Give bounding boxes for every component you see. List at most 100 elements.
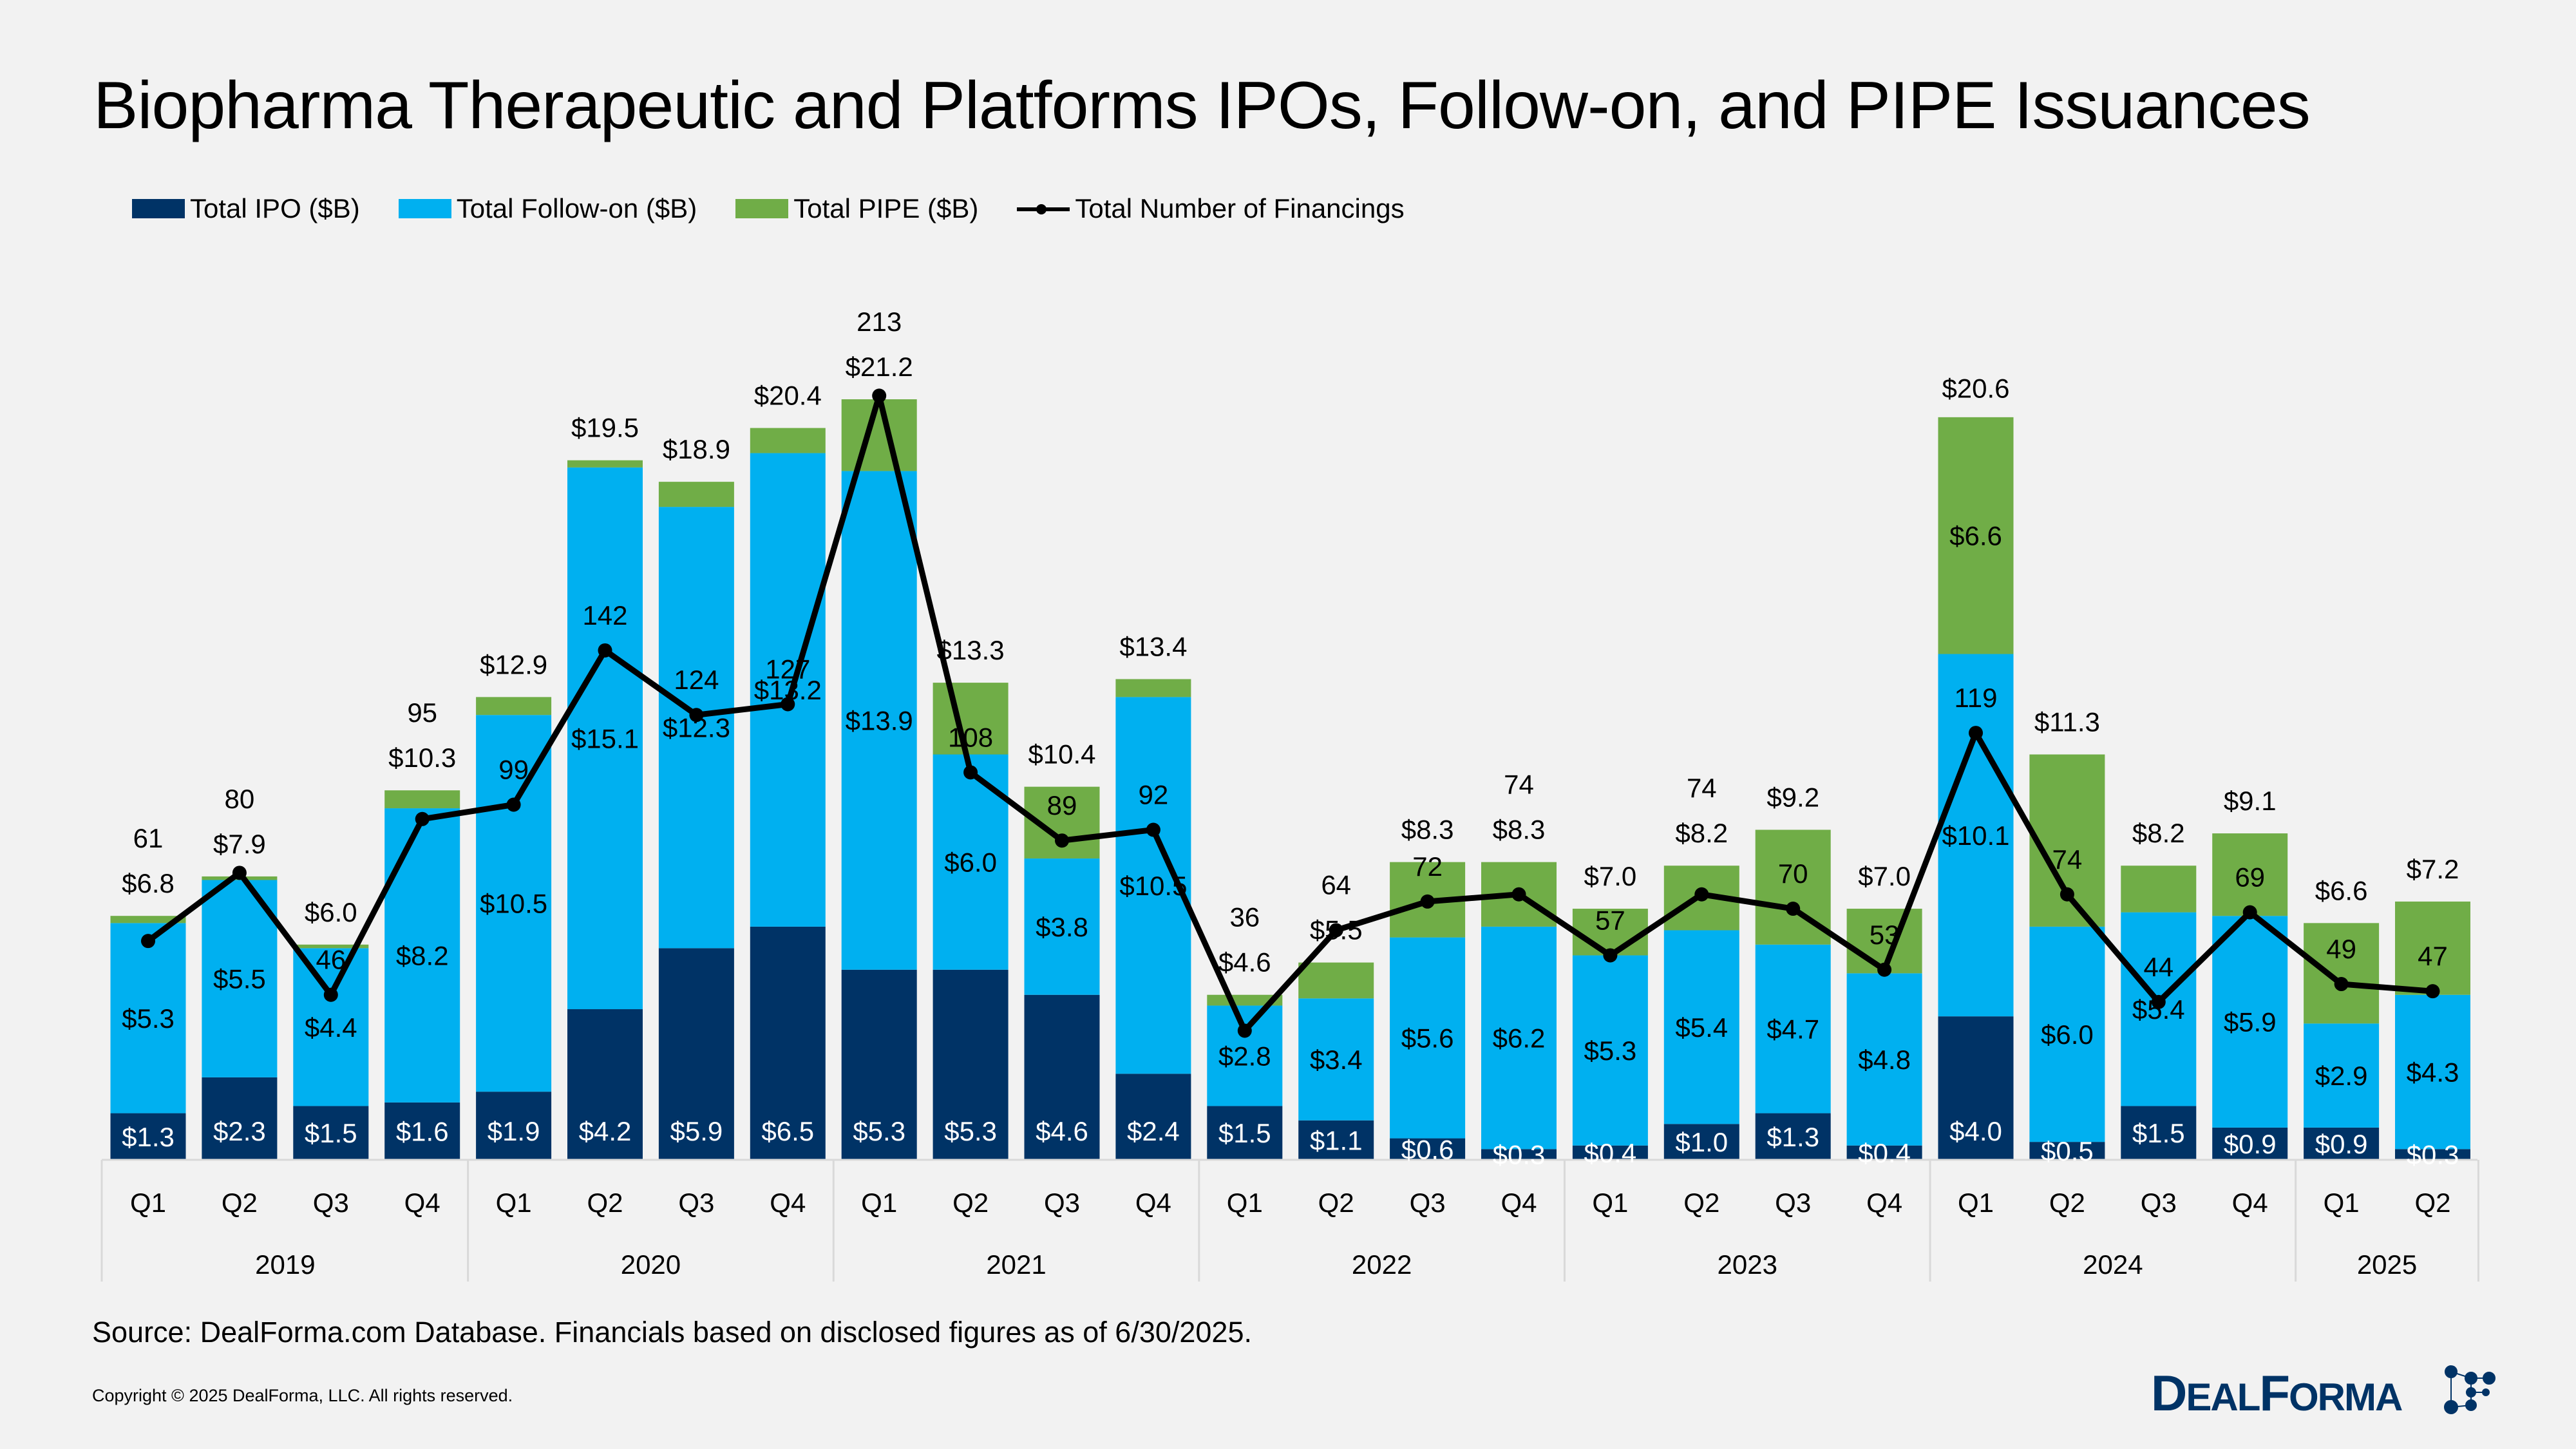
bar-ipo (1572, 1145, 1648, 1160)
financings-point (2334, 977, 2349, 992)
bar-ipo (2029, 1142, 2105, 1160)
follow-on-data-label: $5.5 (213, 964, 266, 994)
ipo-data-label: $1.6 (396, 1116, 449, 1146)
financings-point (506, 797, 521, 812)
legend-swatch-ipo (132, 199, 185, 218)
quarter-tick-label: Q2 (222, 1188, 258, 1218)
financings-data-label: 119 (1955, 683, 1998, 713)
ipo-data-label: $1.1 (1310, 1125, 1363, 1155)
year-label: 2019 (255, 1249, 315, 1280)
bar-ipo (2212, 1127, 2288, 1160)
bar-follow-on (1481, 926, 1557, 1150)
financings-point (1694, 887, 1709, 902)
bar-follow-on (2395, 994, 2470, 1150)
total-data-label: $9.1 (2224, 786, 2277, 816)
year-label: 2021 (986, 1249, 1046, 1280)
financings-point (232, 866, 247, 880)
follow-on-data-label: $6.0 (2041, 1019, 2094, 1050)
total-data-label: $13.4 (1119, 632, 1187, 662)
quarter-tick-label: Q4 (1135, 1188, 1171, 1218)
year-label: 2025 (2357, 1249, 2417, 1280)
bar-pipe (384, 790, 460, 809)
ipo-data-label: $0.3 (2407, 1140, 2459, 1170)
dealforma-logo: DEALFORMA (2151, 1365, 2496, 1417)
financings-data-label: 57 (1595, 905, 1625, 935)
follow-on-data-label: $4.8 (1858, 1045, 1911, 1075)
bar-ipo (1755, 1113, 1831, 1160)
ipo-data-label: $4.0 (1949, 1116, 2002, 1146)
year-label: 2022 (1352, 1249, 1412, 1280)
bar-pipe (2395, 901, 2470, 995)
bar-ipo (750, 926, 826, 1160)
bar-ipo (110, 1113, 186, 1160)
financings-data-label: 124 (674, 665, 719, 695)
source-note: Source: DealForma.com Database. Financia… (92, 1316, 1252, 1349)
bar-ipo (658, 948, 734, 1160)
bar-pipe (2304, 923, 2380, 1024)
financings-data-label: 36 (1229, 902, 1260, 933)
quarter-tick-label: Q2 (2414, 1188, 2450, 1218)
quarter-tick-label: Q3 (2141, 1188, 2177, 1218)
financings-data-label: 99 (498, 754, 529, 784)
financings-point (598, 643, 612, 658)
financings-data-label: 142 (582, 600, 627, 630)
follow-on-data-label: $6.0 (944, 848, 997, 878)
ipo-data-label: $1.5 (2132, 1118, 2185, 1148)
legend: Total IPO ($B) Total Follow-on ($B) Tota… (132, 193, 1405, 224)
ipo-data-label: $4.6 (1036, 1116, 1088, 1146)
total-data-label: $11.3 (2034, 707, 2100, 737)
bar-follow-on (1207, 1005, 1283, 1106)
bar-ipo (1298, 1120, 1374, 1160)
quarter-tick-label: Q2 (2049, 1188, 2085, 1218)
bar-ipo (1663, 1124, 1739, 1160)
bar-follow-on (1938, 654, 2014, 1017)
total-data-label: $20.6 (1942, 373, 2009, 403)
chart-title: Biopharma Therapeutic and Platforms IPOs… (93, 68, 2311, 143)
bar-pipe (658, 482, 734, 507)
bar-pipe (1115, 679, 1191, 697)
quarter-tick-label: Q1 (1227, 1188, 1263, 1218)
follow-on-data-label: $4.4 (305, 1012, 357, 1043)
bar-follow-on (1390, 937, 1466, 1139)
follow-on-data-label: $3.4 (1310, 1045, 1363, 1075)
ipo-data-label: $1.0 (1675, 1127, 1728, 1157)
quarter-tick-label: Q4 (1866, 1188, 1902, 1218)
financings-point (1329, 923, 1343, 938)
total-data-label: $4.6 (1218, 947, 1271, 978)
financings-data-label: 44 (2143, 952, 2174, 982)
legend-swatch-pipe (735, 199, 789, 218)
ipo-data-label: $2.3 (213, 1116, 266, 1146)
financings-data-label: 89 (1047, 790, 1077, 820)
logo-network-icon (2444, 1365, 2496, 1414)
bar-follow-on (476, 715, 552, 1092)
legend-label-financings: Total Number of Financings (1075, 193, 1405, 223)
financings-point (2242, 905, 2257, 920)
legend-item-ipo: Total IPO ($B) (132, 193, 360, 224)
quarter-tick-label: Q3 (313, 1188, 349, 1218)
financings-point (141, 934, 155, 949)
follow-on-data-label: $3.8 (1036, 912, 1088, 942)
bar-follow-on (2304, 1023, 2380, 1128)
quarter-tick-label: Q1 (861, 1188, 897, 1218)
quarter-tick-label: Q1 (2324, 1188, 2360, 1218)
financings-line (146, 392, 2433, 1034)
bar-follow-on (1024, 858, 1100, 995)
financings-data-label: 80 (225, 784, 255, 814)
financings-data-label: 47 (2418, 941, 2448, 971)
ipo-data-label: $0.9 (2315, 1129, 2368, 1159)
total-data-label: $6.8 (122, 868, 175, 898)
legend-label-ipo: Total IPO ($B) (190, 193, 360, 223)
financings-data-label: 74 (1687, 773, 1717, 803)
bar-follow-on (1298, 998, 1374, 1121)
bar-follow-on (1572, 955, 1648, 1146)
ipo-data-label: $1.3 (122, 1122, 175, 1152)
bar-follow-on (384, 808, 460, 1103)
financings-data-label: 74 (2052, 844, 2083, 875)
quarter-tick-label: Q4 (1501, 1188, 1537, 1218)
follow-on-data-label: $6.2 (1493, 1023, 1546, 1054)
financings-point (1055, 833, 1069, 848)
quarter-tick-label: Q1 (1958, 1188, 1994, 1218)
legend-swatch-follow-on (398, 199, 451, 218)
bar-ipo (2304, 1127, 2380, 1160)
total-data-label: $18.9 (663, 434, 730, 464)
